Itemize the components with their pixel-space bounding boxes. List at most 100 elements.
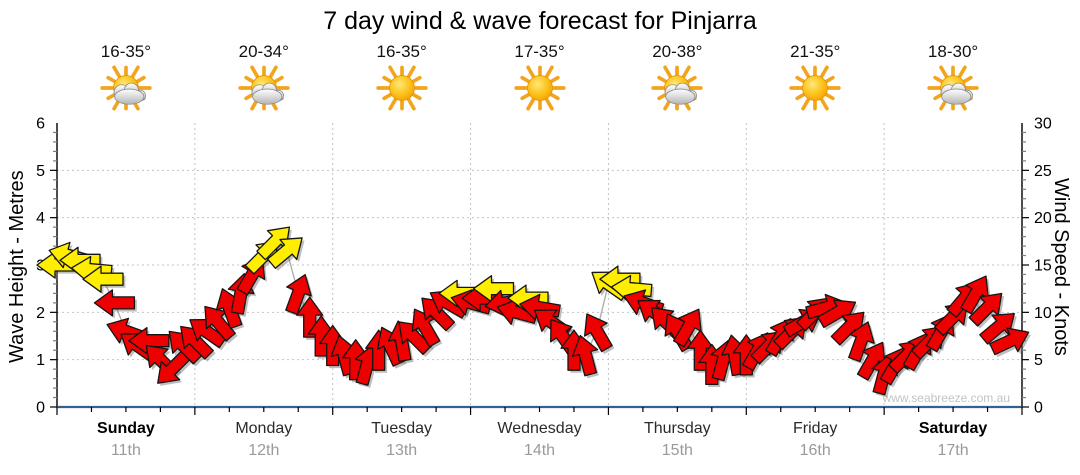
wind-arrow [571, 334, 599, 377]
sun-ray [543, 65, 554, 81]
day-date-label: 11th [110, 442, 141, 459]
sun-disc [802, 75, 829, 101]
day-date-label: 12th [248, 442, 280, 459]
wind-arrow [856, 341, 886, 381]
sun-ray [250, 65, 261, 81]
temperature-range-label: 21-35° [790, 42, 841, 61]
right-tick-label: 0 [1034, 400, 1043, 417]
wind-arrow [968, 292, 1003, 327]
cloud-icon [113, 82, 146, 105]
left-tick-label: 0 [36, 400, 45, 417]
page-title: 7 day wind & wave forecast for Pinjarra [323, 7, 757, 35]
wind-arrow [472, 275, 515, 303]
sun-disc [388, 75, 415, 101]
left-tick-label: 4 [36, 210, 45, 227]
sun-icon [789, 65, 841, 111]
sun-cloud-icon [100, 65, 152, 111]
cloud-icon [251, 82, 284, 105]
sun-ray [801, 95, 812, 111]
wind-arrow [989, 327, 1030, 356]
left-tick-label: 1 [36, 352, 45, 369]
sun-icon [513, 65, 566, 111]
wind-arrow [672, 308, 702, 348]
right-tick-label: 15 [1034, 258, 1052, 275]
day-date-label: 17th [937, 442, 969, 459]
day-name-label: Tuesday [371, 420, 433, 437]
day-date-label: 15th [661, 442, 693, 459]
day-date-label: 14th [523, 442, 556, 459]
left-tick-label: 5 [36, 163, 45, 180]
left-tick-label: 2 [36, 305, 45, 322]
weather-icon [375, 62, 428, 114]
weather-icon [513, 62, 566, 114]
sun-ray [267, 65, 278, 81]
weather-icon [100, 62, 152, 114]
weather-icon [789, 62, 841, 114]
sun-ray [405, 95, 416, 111]
right-tick-label: 20 [1034, 210, 1052, 227]
weather-icon [651, 62, 704, 114]
sun-ray [939, 65, 950, 81]
temperature-range-label: 20-34° [238, 42, 289, 61]
sun-cloud-icon [927, 65, 979, 111]
sun-ray [543, 95, 554, 111]
sun-ray [405, 65, 416, 81]
sun-ray [387, 95, 399, 111]
day-name-label: Friday [792, 420, 838, 437]
axis-ticks [50, 131, 1029, 415]
wind-arrow [266, 237, 303, 269]
sun-ray [956, 65, 967, 81]
sun-cloud-icon [651, 65, 704, 111]
wind-arrow [82, 265, 124, 293]
sun-ray [525, 95, 536, 111]
sun-ray [663, 65, 674, 81]
weather-icon [927, 62, 979, 114]
day-date-label: 16th [799, 442, 831, 459]
sun-ray [525, 65, 536, 81]
wind-arrow [979, 312, 1015, 345]
wind-arrow [285, 273, 312, 315]
day-name-label: Thursday [643, 420, 711, 437]
wind-arrow [204, 305, 236, 342]
sun-cloud-icon [238, 65, 290, 111]
wind-arrow [93, 289, 136, 317]
sun-ray [129, 65, 140, 81]
sun-ray [818, 95, 829, 111]
wind-arrow [256, 226, 291, 261]
sun-disc [526, 75, 553, 101]
sun-ray [112, 65, 123, 81]
right-tick-label: 10 [1034, 305, 1052, 322]
wind-arrow [960, 275, 989, 315]
temperature-range-label: 16-35° [100, 42, 152, 61]
temperature-range-label: 20-38° [652, 42, 703, 61]
wind-arrow [848, 321, 875, 363]
right-tick-label: 25 [1034, 163, 1052, 180]
day-name-label: Saturday [918, 420, 988, 437]
right-tick-label: 30 [1034, 116, 1052, 133]
temperature-range-label: 18-30° [927, 42, 979, 61]
day-name-label: Sunday [97, 420, 155, 437]
sun-ray [387, 65, 399, 81]
right-axis-tick-labels: 0 5 10 15 20 25 30 [1034, 116, 1052, 417]
wind-arrow [830, 311, 865, 346]
day-name-label: Wednesday [497, 420, 582, 437]
wind-arrow [157, 350, 191, 384]
watermark: www.seabreeze.com.au [882, 391, 1010, 405]
sun-ray [801, 65, 812, 81]
weather-icon [238, 62, 290, 114]
sun-ray [680, 65, 692, 81]
wind-arrow [583, 313, 613, 353]
wind-arrow [180, 325, 214, 360]
temperature-range-label: 16-35° [376, 42, 427, 61]
cloud-icon [664, 82, 698, 105]
wind-arrows [36, 226, 1030, 396]
temperature-range-label: 17-35° [514, 42, 565, 61]
cloud-icon [940, 82, 973, 105]
sun-icon [375, 65, 428, 111]
sun-ray [818, 65, 829, 81]
right-tick-label: 5 [1034, 352, 1043, 369]
day-name-label: Monday [235, 420, 293, 437]
day-date-label: 13th [386, 442, 418, 459]
